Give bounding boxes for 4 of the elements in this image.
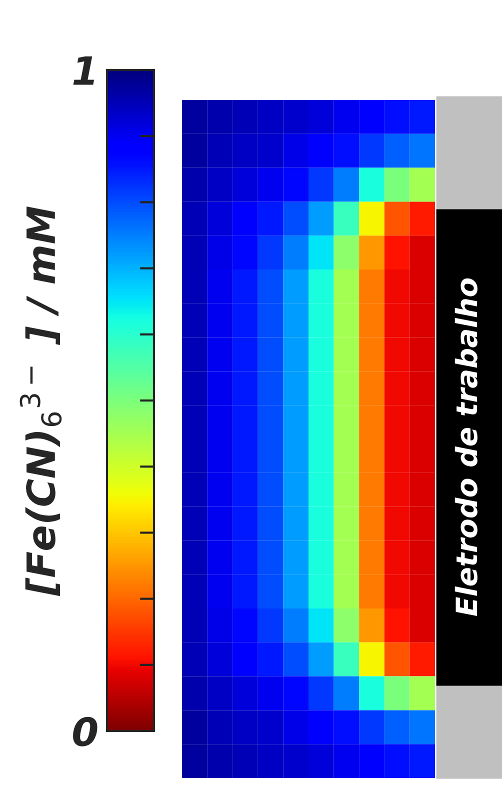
color-bar-label: 0 — [73, 716, 98, 746]
text: Eletrodo de trabalho — [454, 278, 478, 616]
color-bar-label: 1 — [73, 56, 94, 85]
color-bar-title: [Fe(CN)$_{6}$$^{3−}$ ] / mM — [20, 206, 62, 596]
